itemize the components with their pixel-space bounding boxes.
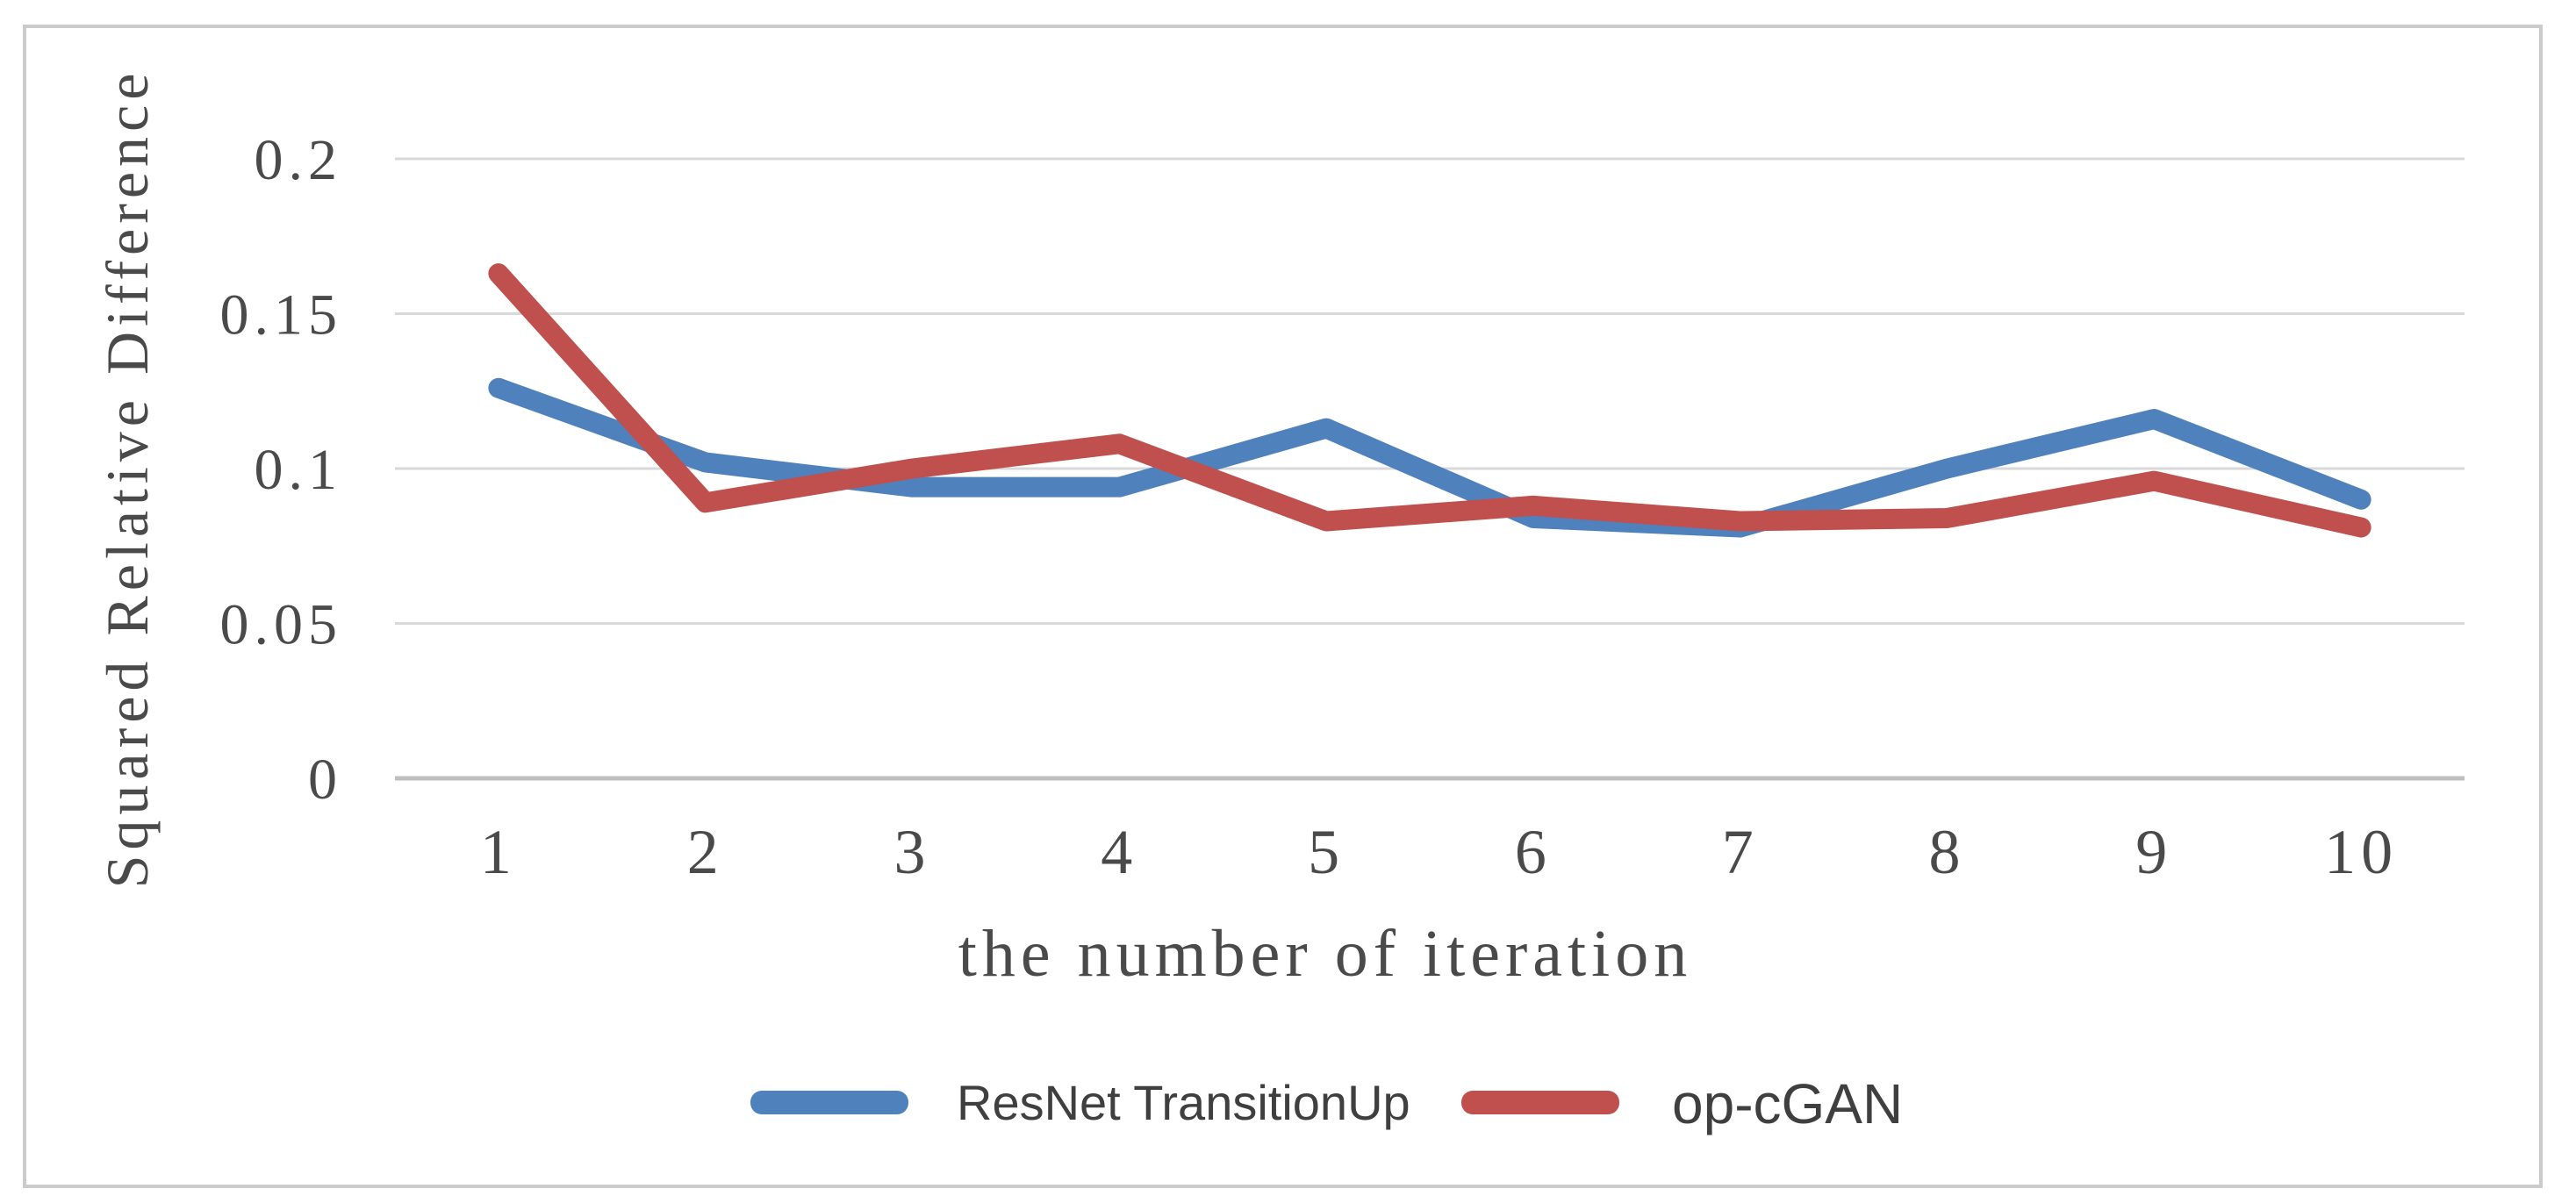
legend-swatch-op-cgan	[1461, 1091, 1619, 1114]
x-tick-label: 10	[2324, 817, 2398, 887]
x-tick-label: 8	[1929, 817, 1966, 887]
figure-border	[23, 25, 2543, 1188]
y-tick-label: 0.2	[255, 128, 343, 192]
y-tick-label: 0	[308, 748, 342, 812]
x-tick-label: 6	[1515, 817, 1552, 887]
x-tick-label: 1	[480, 817, 517, 887]
x-tick-label: 5	[1308, 817, 1345, 887]
y-tick-label: 0.1	[255, 438, 343, 502]
x-tick-label: 4	[1101, 817, 1137, 887]
x-tick-label: 3	[894, 817, 931, 887]
y-tick-label: 0.15	[220, 283, 343, 347]
legend-label-resnet-transitionup: ResNet TransitionUp	[957, 1075, 1410, 1130]
y-tick-label: 0.05	[220, 593, 343, 657]
y-axis-title: Squared Relative Difference	[94, 68, 161, 889]
legend-swatch-resnet-transitionup	[750, 1091, 908, 1114]
x-axis-title: the number of iteration	[958, 917, 1693, 991]
series-line-op-cgan	[488, 263, 2371, 538]
x-tick-label: 7	[1722, 817, 1759, 887]
series-line-resnet-transitionup	[488, 377, 2371, 538]
x-tick-label: 9	[2135, 817, 2172, 887]
x-tick-label: 2	[687, 817, 724, 887]
legend-label-op-cgan: op-cGAN	[1672, 1072, 1903, 1135]
